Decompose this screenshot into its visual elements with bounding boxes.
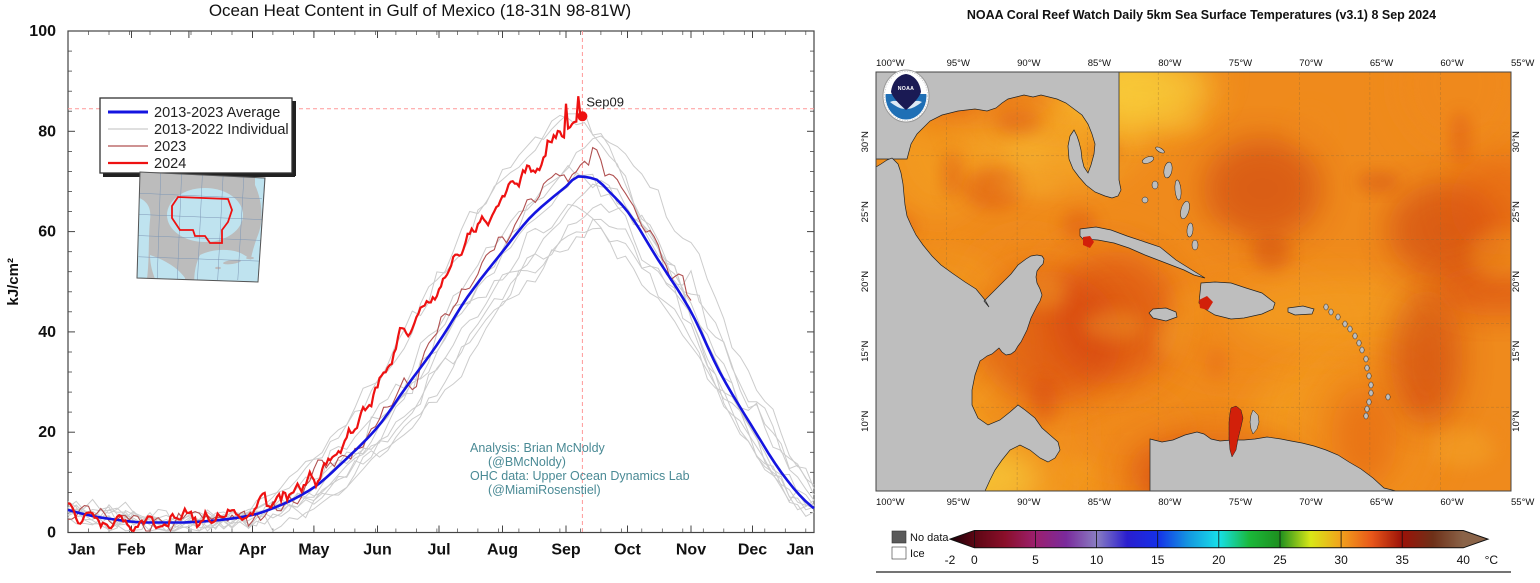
svg-text:75°W: 75°W <box>1229 58 1252 69</box>
svg-text:80: 80 <box>38 123 56 140</box>
svg-text:Ice: Ice <box>910 548 925 560</box>
svg-text:Jul: Jul <box>427 542 450 559</box>
svg-text:70°W: 70°W <box>1299 497 1322 508</box>
svg-text:25°N: 25°N <box>860 201 871 222</box>
svg-text:100°W: 100°W <box>876 497 905 508</box>
svg-text:20°N: 20°N <box>860 271 871 292</box>
svg-text:55°W: 55°W <box>1511 497 1534 508</box>
svg-text:OHC data: Upper Ocean Dynamics: OHC data: Upper Ocean Dynamics Lab <box>470 469 690 483</box>
svg-text:20: 20 <box>1212 553 1226 567</box>
svg-text:Oct: Oct <box>614 542 641 559</box>
svg-text:NOAA Coral Reef Watch Daily 5k: NOAA Coral Reef Watch Daily 5km Sea Surf… <box>967 8 1436 22</box>
svg-text:Feb: Feb <box>117 542 146 559</box>
svg-text:100: 100 <box>29 23 56 40</box>
svg-text:30°N: 30°N <box>860 131 871 152</box>
svg-text:5: 5 <box>1032 553 1039 567</box>
svg-text:90°W: 90°W <box>1017 497 1040 508</box>
svg-text:Analysis: Brian McNoldy: Analysis: Brian McNoldy <box>470 441 606 455</box>
svg-text:Jun: Jun <box>363 542 391 559</box>
svg-text:30: 30 <box>1334 553 1348 567</box>
svg-text:Apr: Apr <box>239 542 267 559</box>
svg-text:2023: 2023 <box>154 139 186 155</box>
svg-text:30°N: 30°N <box>1511 131 1522 152</box>
svg-text:75°W: 75°W <box>1229 497 1252 508</box>
svg-text:2024: 2024 <box>154 156 186 172</box>
svg-text:kJ/cm²: kJ/cm² <box>5 258 22 306</box>
svg-text:°C: °C <box>1485 553 1499 567</box>
svg-text:60: 60 <box>38 224 56 241</box>
svg-text:25: 25 <box>1273 553 1287 567</box>
svg-text:40: 40 <box>38 324 56 341</box>
svg-text:Mar: Mar <box>175 542 203 559</box>
svg-text:0: 0 <box>971 553 978 567</box>
svg-text:No data: No data <box>910 532 949 544</box>
svg-text:Aug: Aug <box>487 542 518 559</box>
svg-text:NOAA: NOAA <box>898 86 914 92</box>
svg-text:-2: -2 <box>945 553 956 567</box>
svg-text:60°W: 60°W <box>1440 58 1463 69</box>
svg-text:10°N: 10°N <box>1511 410 1522 431</box>
svg-text:65°W: 65°W <box>1370 497 1393 508</box>
svg-text:Sep09: Sep09 <box>586 94 624 109</box>
svg-text:90°W: 90°W <box>1017 58 1040 69</box>
svg-text:85°W: 85°W <box>1088 58 1111 69</box>
svg-text:May: May <box>298 542 329 559</box>
svg-text:Nov: Nov <box>676 542 706 559</box>
svg-text:15°N: 15°N <box>1511 341 1522 362</box>
svg-text:95°W: 95°W <box>947 497 970 508</box>
svg-text:Sep: Sep <box>551 542 581 559</box>
svg-text:80°W: 80°W <box>1158 497 1181 508</box>
svg-text:Jan: Jan <box>786 542 814 559</box>
svg-text:Jan: Jan <box>68 542 96 559</box>
svg-text:35: 35 <box>1396 553 1410 567</box>
svg-text:2013-2022 Individual: 2013-2022 Individual <box>154 122 289 138</box>
svg-text:0: 0 <box>47 525 56 542</box>
svg-text:(@MiamiRosenstiel): (@MiamiRosenstiel) <box>488 483 601 497</box>
svg-text:20°N: 20°N <box>1511 271 1522 292</box>
svg-text:Dec: Dec <box>738 542 767 559</box>
svg-text:95°W: 95°W <box>947 58 970 69</box>
svg-text:10°N: 10°N <box>860 410 871 431</box>
svg-text:25°N: 25°N <box>1511 201 1522 222</box>
svg-text:85°W: 85°W <box>1088 497 1111 508</box>
svg-text:Ocean Heat Content in Gulf of: Ocean Heat Content in Gulf of Mexico (18… <box>209 1 631 20</box>
svg-text:10: 10 <box>1090 553 1104 567</box>
svg-text:60°W: 60°W <box>1440 497 1463 508</box>
svg-text:70°W: 70°W <box>1299 58 1322 69</box>
svg-text:55°W: 55°W <box>1511 58 1534 69</box>
svg-text:40: 40 <box>1457 553 1471 567</box>
svg-text:2013-2023 Average: 2013-2023 Average <box>154 105 280 121</box>
svg-text:65°W: 65°W <box>1370 58 1393 69</box>
svg-text:15°N: 15°N <box>860 341 871 362</box>
svg-text:15: 15 <box>1151 553 1165 567</box>
svg-text:(@BMcNoldy): (@BMcNoldy) <box>488 455 566 469</box>
svg-text:80°W: 80°W <box>1158 58 1181 69</box>
svg-text:20: 20 <box>38 424 56 441</box>
svg-text:100°W: 100°W <box>876 58 905 69</box>
